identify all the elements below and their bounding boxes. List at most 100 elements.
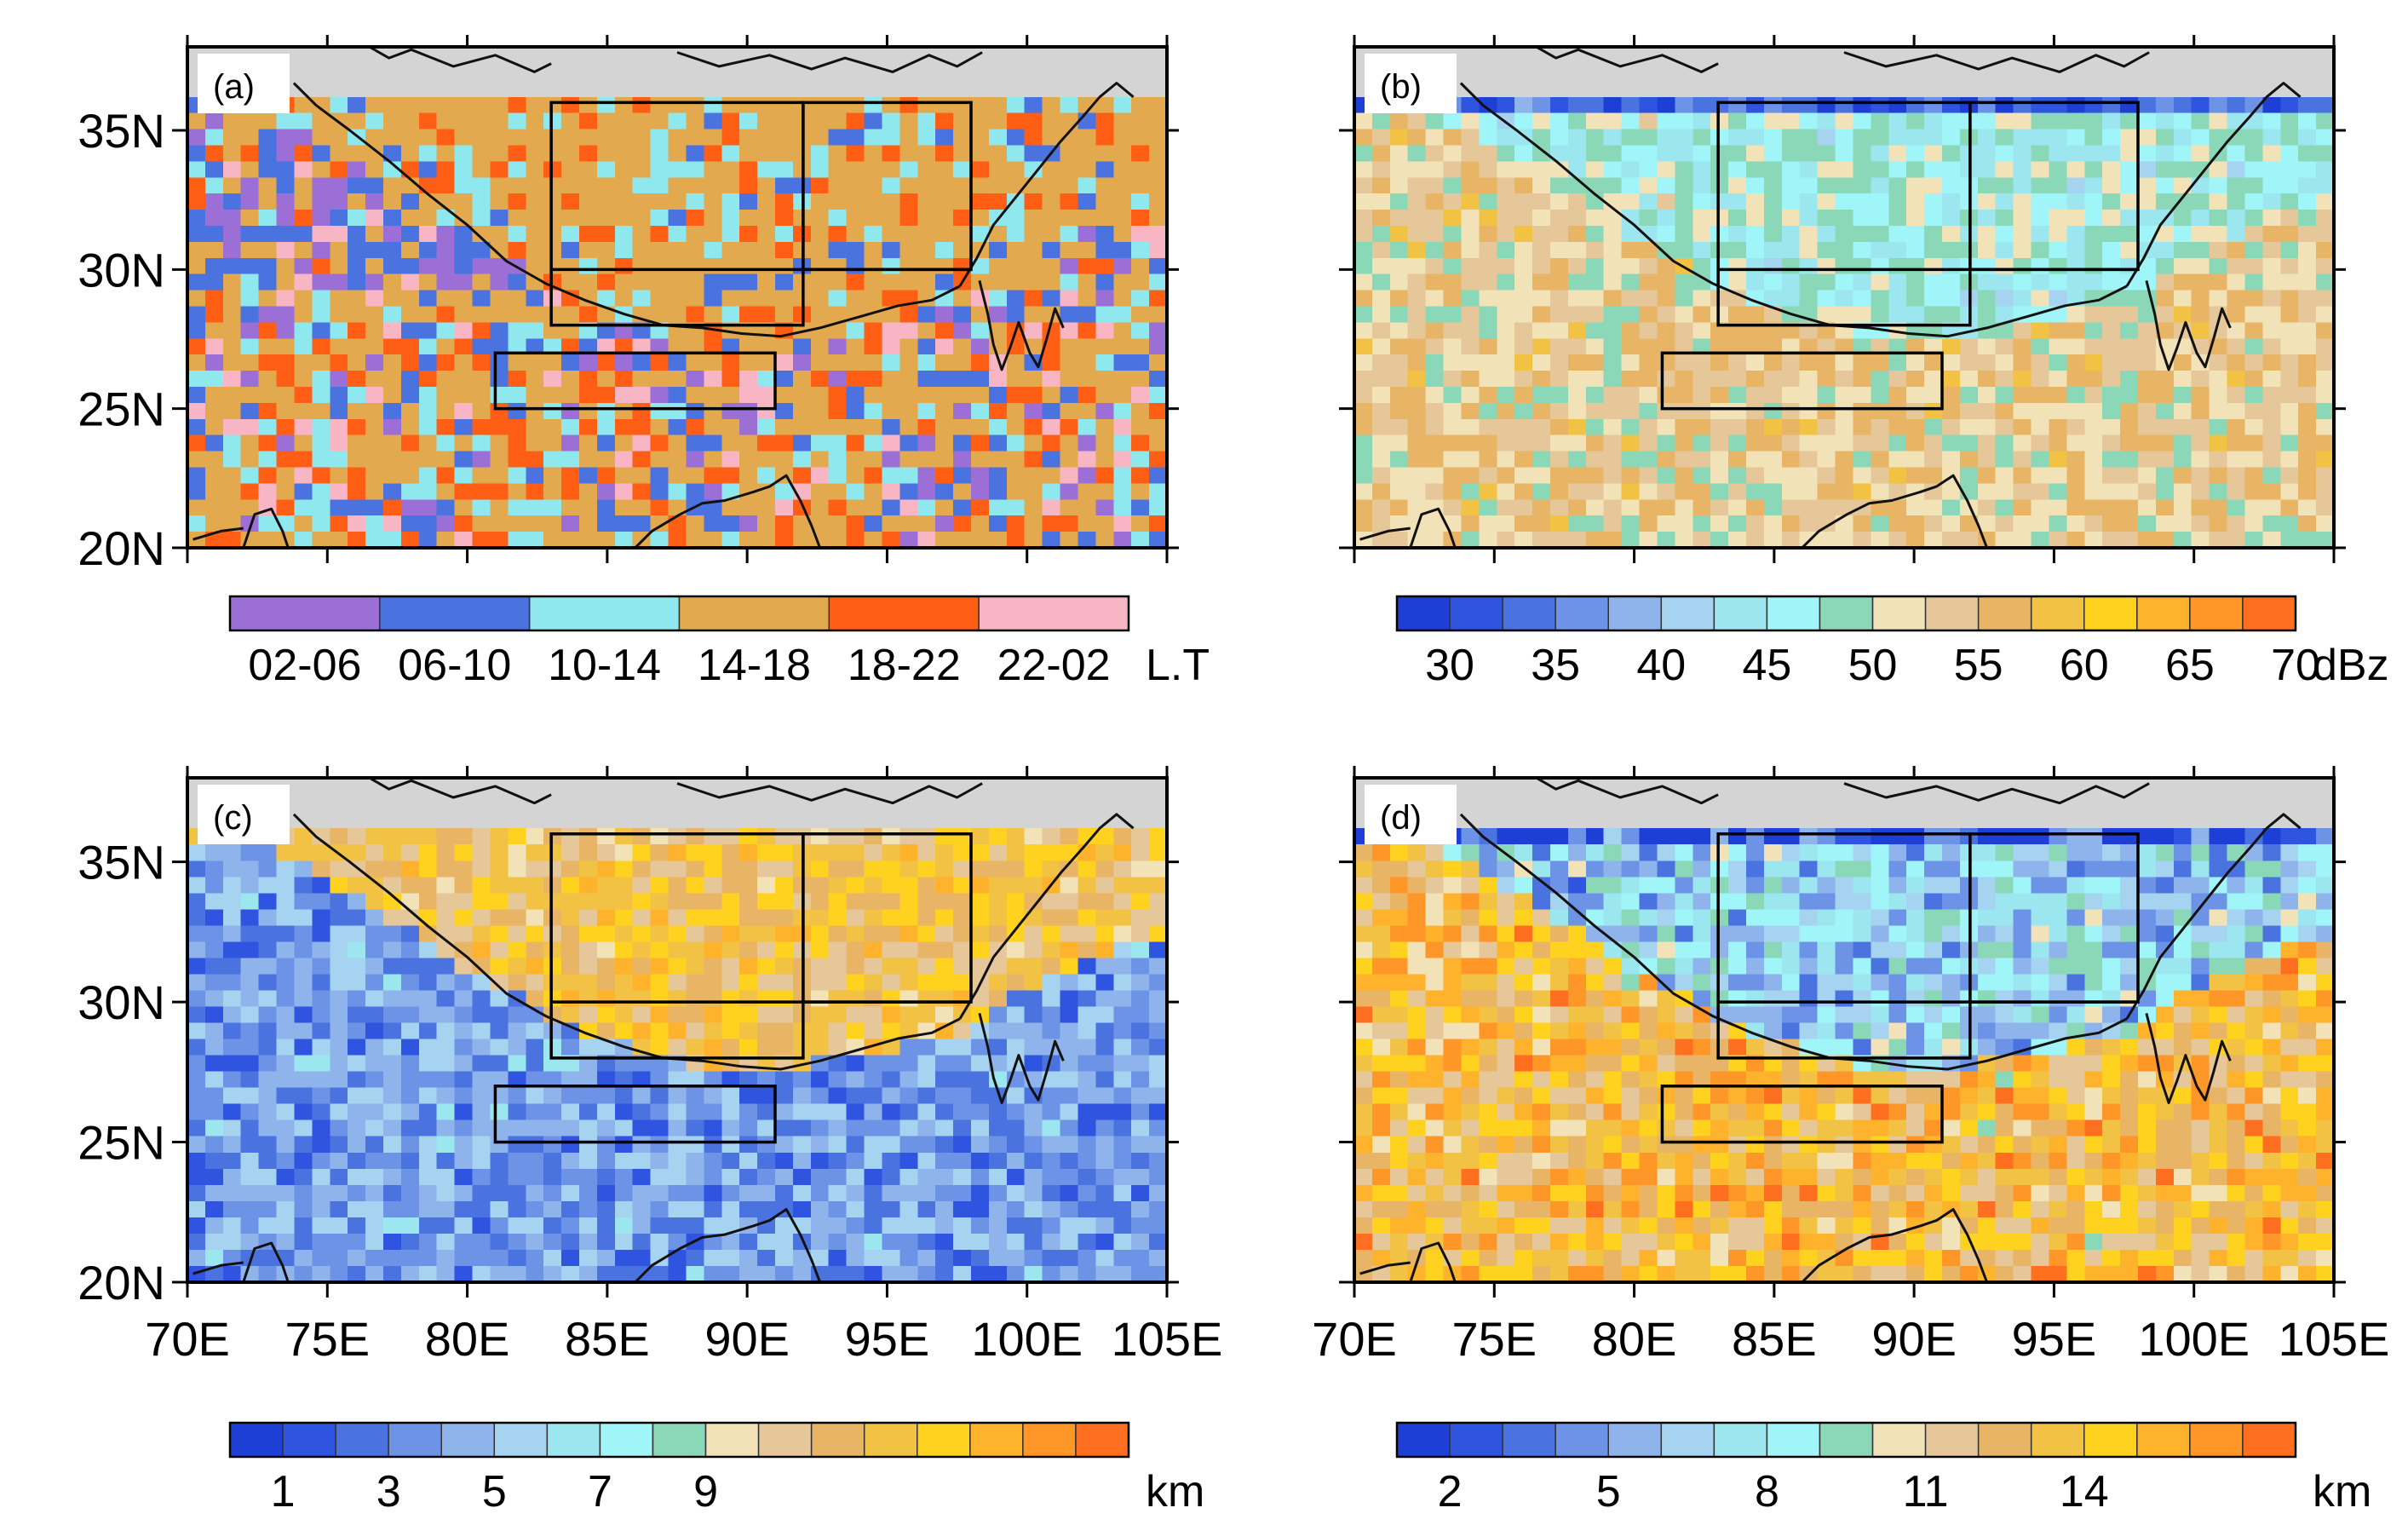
grid-cell <box>1060 941 1079 959</box>
grid-cell <box>1906 177 1925 194</box>
grid-cell <box>1425 338 1445 355</box>
grid-cell <box>472 1071 491 1089</box>
grid-cell <box>436 210 456 227</box>
grid-cell <box>1888 451 1907 469</box>
grid-cell <box>864 177 883 194</box>
grid-cell <box>472 193 491 210</box>
grid-cell <box>454 418 474 436</box>
grid-cell <box>971 1103 990 1121</box>
grid-cell <box>1389 387 1409 404</box>
grid-cell <box>650 1168 670 1186</box>
grid-cell <box>596 1200 616 1218</box>
grid-cell <box>917 877 936 894</box>
grid-cell <box>2013 96 2032 114</box>
grid-cell <box>2049 322 2067 339</box>
grid-cell <box>204 1087 224 1105</box>
grid-cell <box>1060 96 1079 114</box>
grid-cell <box>2298 290 2317 308</box>
grid-cell <box>1095 257 1114 275</box>
colorbar-swatch <box>1022 1422 1077 1458</box>
grid-cell <box>240 515 260 532</box>
coastline-path <box>1535 47 1719 73</box>
grid-cell <box>721 532 740 548</box>
grid-cell <box>1639 499 1658 516</box>
grid-cell <box>1407 322 1427 339</box>
grid-cell <box>418 402 438 420</box>
grid-cell <box>1585 515 1605 532</box>
colorbar-label: 5 <box>482 1467 507 1516</box>
grid-cell <box>1042 226 1061 243</box>
grid-cell <box>222 177 242 194</box>
grid-cell <box>1131 1071 1150 1089</box>
grid-cell <box>1977 161 1997 178</box>
grid-cell <box>454 532 474 548</box>
grid-cell <box>330 1249 348 1267</box>
lon-label: 95E <box>845 1312 930 1366</box>
grid-cell <box>1514 515 1533 532</box>
grid-cell <box>1942 418 1961 436</box>
grid-cell <box>632 112 652 130</box>
grid-cell <box>864 467 883 484</box>
grid-cell <box>561 1103 580 1121</box>
grid-cell <box>312 402 330 420</box>
grid-cell <box>2191 129 2210 147</box>
grid-cell <box>1710 338 1729 355</box>
grid-cell <box>187 893 206 910</box>
grid-cell <box>1995 418 2014 436</box>
grid-cell <box>846 1168 865 1186</box>
grid-cell <box>312 290 330 308</box>
grid-cell <box>704 387 722 404</box>
grid-cell <box>365 96 384 114</box>
grid-cell <box>1710 451 1729 469</box>
grid-cell <box>472 177 491 194</box>
grid-cell <box>418 1103 438 1121</box>
grid-cell <box>348 210 366 227</box>
grid-cell <box>1095 532 1114 548</box>
grid-cell <box>1095 1022 1114 1040</box>
grid-cell <box>988 387 1008 404</box>
grid-cell <box>614 210 634 227</box>
grid-cell <box>2173 177 2192 194</box>
grid-cell <box>988 860 1008 878</box>
grid-cell <box>2138 371 2157 388</box>
grid-cell <box>365 941 384 959</box>
grid-cell <box>436 1055 456 1073</box>
grid-cell <box>1692 145 1711 162</box>
grid-cell <box>1746 860 1765 878</box>
grid-cell <box>1657 354 1675 371</box>
grid-cell <box>418 1039 438 1056</box>
colorbar-frame <box>228 1421 1130 1459</box>
grid-cell <box>1149 1039 1167 1056</box>
grid-cell <box>2280 387 2299 404</box>
grid-cell <box>1728 257 1747 275</box>
grid-cell <box>650 1200 670 1218</box>
grid-cell <box>2280 354 2299 371</box>
grid-cell <box>1924 371 1943 388</box>
grid-cell <box>828 974 848 992</box>
grid-cell <box>312 354 330 371</box>
grid-cell <box>2155 96 2175 114</box>
grid-cell <box>1995 434 2014 452</box>
grid-cell <box>1042 1087 1061 1105</box>
grid-cell <box>1621 241 1641 259</box>
grid-cell <box>294 96 313 114</box>
coastline-path <box>1459 82 2128 338</box>
grid-cell <box>828 1184 848 1202</box>
grid-cell <box>988 418 1008 436</box>
grid-cell <box>828 1136 848 1154</box>
grid-cell <box>1817 451 1836 469</box>
grid-cell <box>1514 161 1533 178</box>
region-boxes <box>493 101 973 411</box>
grid-cell <box>1567 434 1587 452</box>
grid-cell <box>596 451 616 469</box>
grid-cell <box>775 844 794 861</box>
grid-cell <box>508 322 526 339</box>
grid-cell <box>1131 828 1150 845</box>
grid-cell <box>276 860 296 878</box>
grid-cell <box>436 1039 456 1056</box>
grid-cell <box>400 257 420 275</box>
grid-cell <box>1585 532 1605 548</box>
grid-cell <box>1550 273 1569 291</box>
grid-cell <box>1871 483 1889 500</box>
